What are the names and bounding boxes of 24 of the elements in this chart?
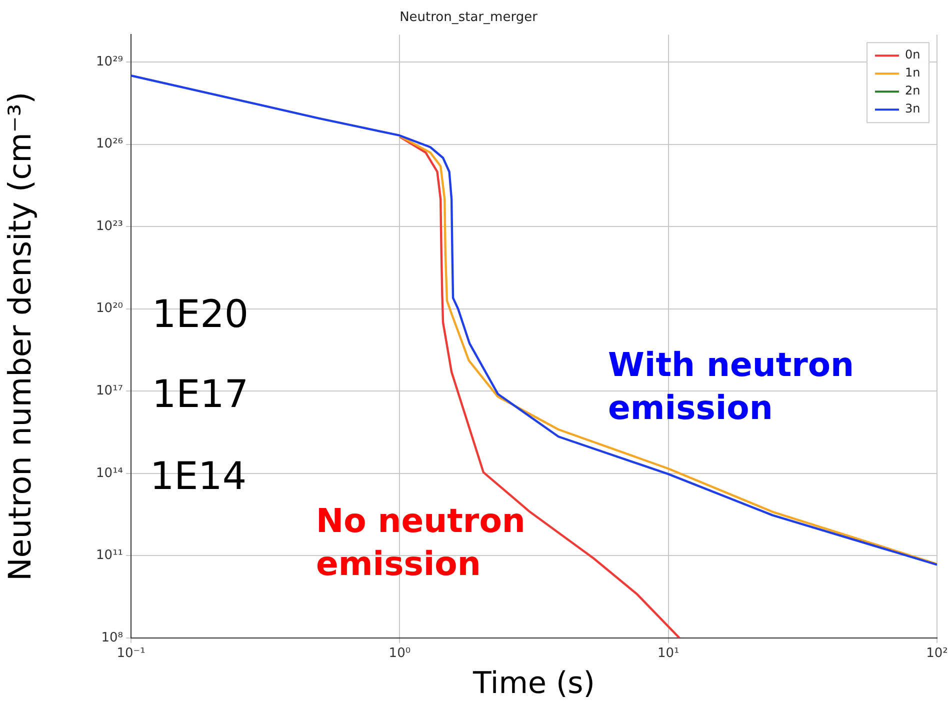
legend-label: 2n	[905, 84, 920, 98]
x-axis-title: Time (s)	[472, 666, 595, 701]
x-tick-label: 10¹	[657, 646, 680, 662]
legend-label: 0n	[905, 48, 920, 62]
legend-label: 1n	[905, 66, 920, 80]
legend-label: 3n	[905, 102, 920, 116]
annotation: 1E20	[152, 291, 250, 338]
annotation: No neutron emission	[316, 500, 526, 585]
x-tick-label: 10²	[926, 646, 948, 662]
y-tick-label: 10²⁰	[96, 301, 123, 316]
annotation: 1E14	[150, 453, 248, 500]
x-tick-label: 10⁻¹	[116, 646, 146, 662]
annotation: With neutron emission	[608, 344, 856, 429]
chart-title: Neutron_star_merger	[400, 10, 538, 26]
y-tick-label: 10²⁹	[96, 54, 123, 70]
y-tick-label: 10¹⁴	[96, 466, 123, 481]
y-tick-label: 10¹¹	[96, 548, 123, 564]
y-tick-label: 10²³	[96, 218, 123, 234]
annotation: 1E17	[152, 371, 250, 418]
y-tick-label: 10⁸	[101, 630, 123, 646]
y-tick-label: 10²⁶	[96, 136, 123, 152]
y-tick-label: 10¹⁷	[96, 384, 123, 399]
y-axis-title: Neutron number density (cm⁻³)	[2, 92, 39, 581]
x-tick-label: 10⁰	[388, 646, 411, 662]
